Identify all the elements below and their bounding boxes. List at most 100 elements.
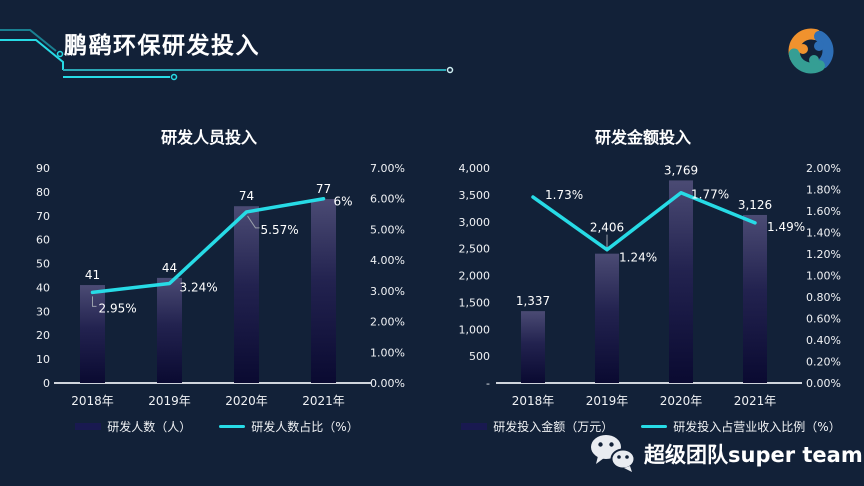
legend-personnel: 研发人数（人） 研发人数占比（%） [16, 418, 436, 435]
page-title: 鹏鹞环保研发投入 [64, 33, 260, 59]
right-axis-tick: 4.00% [370, 254, 405, 267]
company-logo [788, 28, 834, 74]
line-value-label: 5.57% [261, 223, 299, 237]
category-label: 2019年 [148, 394, 191, 408]
chart-panel-personnel: 研发人员投入 90 80 70 60 50 40 30 20 10 0 7.00% 6.00% 5.00… [16, 126, 436, 435]
right-axis-tick: 1.60% [806, 205, 841, 218]
bar-value-label: 1,337 [516, 294, 550, 308]
right-axis-tick: 1.20% [806, 248, 841, 261]
legend-amount: 研发投入金额（万元） 研发投入占营业收入比例（%） [456, 418, 864, 435]
legend-item-bar: 研发投入金额（万元） [461, 418, 613, 435]
right-axis-tick: 0.20% [806, 356, 841, 369]
category-label: 2020年 [225, 394, 268, 408]
trend-line [90, 196, 326, 295]
line-value-label: 1.73% [545, 188, 583, 202]
category-label: 2021年 [734, 394, 777, 408]
left-axis-tick: 60 [36, 234, 50, 247]
legend-item-bar: 研发人数（人） [75, 418, 191, 435]
left-axis-tick: 1,000 [459, 323, 491, 336]
left-axis-tick: 20 [36, 329, 50, 342]
left-axis-tick: 50 [36, 258, 50, 271]
line-value-label: 2.95% [99, 301, 137, 315]
left-axis-tick: 4,000 [459, 162, 491, 175]
bar-swatch [461, 423, 488, 430]
bar-series: 1,337 2,406 3,769 3,126 [516, 163, 772, 383]
category-label: 2021年 [302, 394, 345, 408]
bar-value-label: 3,126 [738, 198, 772, 212]
label-leader [92, 296, 97, 307]
category-label: 2020年 [660, 394, 703, 408]
legend-label-bar: 研发人数（人） [107, 420, 192, 434]
label-leader [247, 215, 260, 229]
line-value-label: 1.77% [691, 188, 729, 202]
line-value-label: 1.49% [767, 220, 805, 234]
left-axis-tick: 70 [36, 210, 50, 223]
right-axis-tick: 2.00% [370, 316, 405, 329]
bar [311, 199, 336, 383]
line-series: 2.95% 3.24% 5.57% 6% [90, 195, 353, 315]
circuit-decoration [0, 29, 454, 81]
right-axis-tick: 0.60% [806, 313, 841, 326]
right-axis-tick: 1.00% [370, 346, 405, 359]
chart-title-personnel: 研发人员投入 [160, 128, 257, 147]
legend-label-bar: 研发投入金额（万元） [493, 420, 614, 434]
right-axis-tick: 3.00% [370, 285, 405, 298]
left-axis-tick: 30 [36, 305, 50, 318]
left-axis-tick: 2,000 [459, 270, 491, 283]
category-labels: 2018年 2019年 2020年 2021年 [71, 394, 345, 408]
left-axis-tick: 1,500 [459, 296, 491, 309]
right-axis-tick: 0.00% [806, 377, 841, 390]
bar [234, 206, 259, 383]
left-axis-tick: 0 [43, 377, 50, 390]
bar-value-label: 74 [239, 189, 254, 203]
right-axis-tick: 6.00% [370, 193, 405, 206]
category-label: 2018年 [71, 394, 114, 408]
right-axis-tick: 5.00% [370, 223, 405, 236]
left-axis-tick: 2,500 [459, 243, 491, 256]
line-value-label: 3.24% [180, 280, 218, 294]
chart-canvas-personnel: 90 80 70 60 50 40 30 20 10 0 7.00% 6.00% 5.00% 4.00% 3… [36, 162, 405, 408]
right-axis-tick: 0.40% [806, 334, 841, 347]
watermark: 超级团队super team [590, 434, 863, 474]
bar-value-label: 44 [162, 261, 177, 275]
legend-item-line: 研发投入占营业收入比例（%） [641, 418, 841, 435]
bar-swatch [75, 423, 102, 430]
line-series: 1.73% 1.24% 1.77% 1.49% [531, 188, 805, 265]
bar-value-label: 41 [85, 268, 100, 282]
line-value-label: 6% [334, 195, 353, 209]
line-value-label: 1.24% [619, 251, 657, 265]
line-swatch [219, 425, 246, 428]
right-axis-tick: 0.80% [806, 291, 841, 304]
right-axis-tick: 1.80% [806, 184, 841, 197]
left-axis-tick: 500 [469, 350, 490, 363]
left-axis-tick: 3,500 [459, 189, 491, 202]
bar-value-label: 77 [316, 182, 331, 196]
right-axis-tick: 0.00% [370, 377, 405, 390]
bar [157, 277, 182, 383]
chart-canvas-amount: 4,000 3,500 3,000 2,500 2,000 1,500 1,000 500 - 2… [459, 162, 841, 408]
watermark-text: 超级团队super team [644, 443, 863, 467]
chart-panel-amount: 研发金额投入 4,000 3,500 3,000 2,500 2,000 1,500 1,0… [456, 126, 864, 435]
right-axis-tick: 7.00% [370, 162, 405, 175]
left-axis-tick: 40 [36, 281, 50, 294]
legend-label-line: 研发投入占营业收入比例（%） [673, 420, 841, 434]
wechat-icon [591, 435, 636, 472]
bar-value-label: 2,406 [590, 221, 624, 235]
category-label: 2018年 [512, 394, 555, 408]
line-swatch [641, 425, 668, 428]
left-axis-tick: 3,000 [459, 216, 491, 229]
right-axis-tick: 1.00% [806, 270, 841, 283]
category-labels: 2018年 2019年 2020年 2021年 [512, 394, 777, 408]
left-axis-tick: - [486, 377, 490, 390]
legend-item-line: 研发人数占比（%） [219, 418, 359, 435]
axis-ticks: 4,000 3,500 3,000 2,500 2,000 1,500 1,000 500 - 2… [459, 162, 841, 390]
axis-ticks: 90 80 70 60 50 40 30 20 10 0 7.00% 6.00% 5.00% 4.00% 3… [36, 162, 405, 390]
category-label: 2019年 [586, 394, 629, 408]
trend-line [531, 190, 757, 252]
left-axis-tick: 10 [36, 353, 50, 366]
right-axis-tick: 1.40% [806, 227, 841, 240]
left-axis-tick: 90 [36, 162, 50, 175]
chart-title-amount: 研发金额投入 [594, 128, 691, 147]
left-axis-tick: 80 [36, 186, 50, 199]
